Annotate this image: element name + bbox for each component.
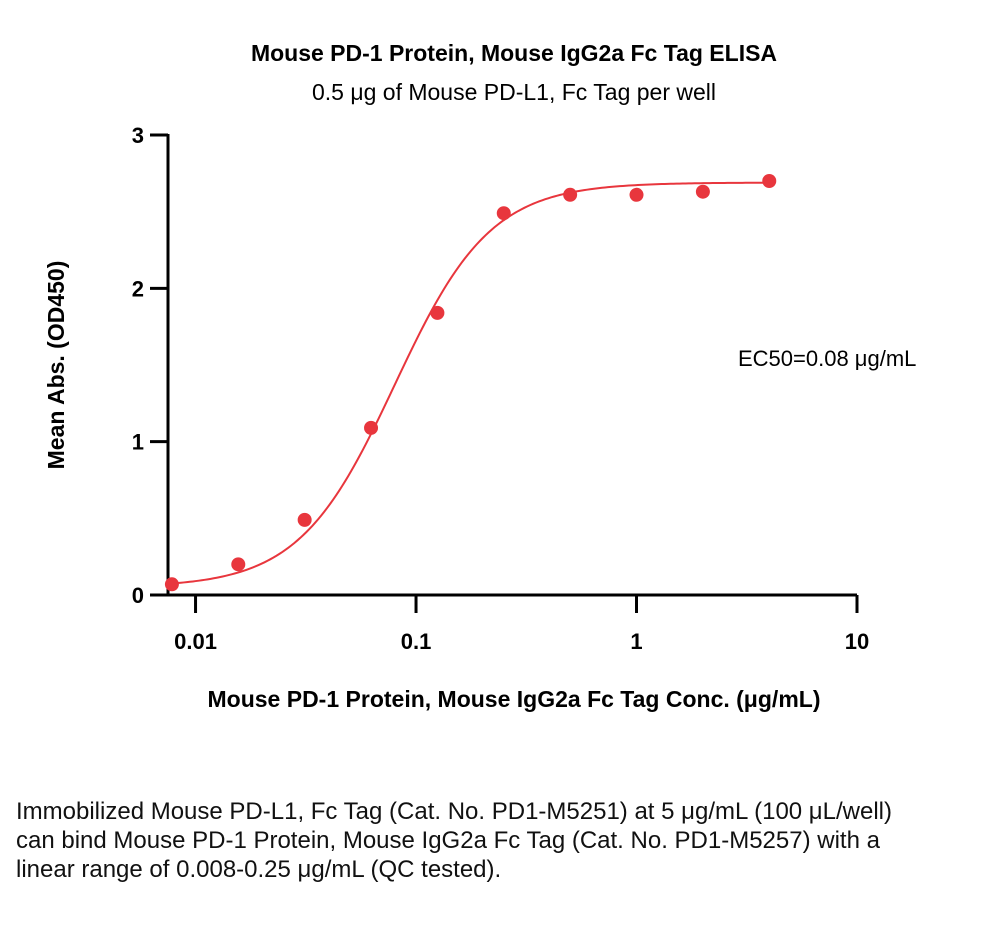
y-tick-label: 0 <box>132 583 144 608</box>
figure-caption: Immobilized Mouse PD-L1, Fc Tag (Cat. No… <box>16 798 892 883</box>
data-point <box>231 557 246 572</box>
data-point <box>164 577 179 592</box>
fit-curve <box>171 181 770 585</box>
data-point <box>563 187 578 202</box>
y-tick-label: 2 <box>132 276 144 301</box>
data-point <box>695 184 710 199</box>
chart-title: Mouse PD-1 Protein, Mouse IgG2a Fc Tag E… <box>251 40 777 66</box>
chart-subtitle: 0.5 μg of Mouse PD-L1, Fc Tag per well <box>312 79 716 105</box>
axes: 0 1 2 3 0.01 0.1 1 10 <box>132 123 869 654</box>
x-tick-label: 0.1 <box>401 629 432 654</box>
x-axis-label: Mouse PD-1 Protein, Mouse IgG2a Fc Tag C… <box>208 686 821 712</box>
elisa-chart: Mouse PD-1 Protein, Mouse IgG2a Fc Tag E… <box>43 40 916 712</box>
y-tick-label: 1 <box>132 430 144 455</box>
x-tick-label: 1 <box>630 629 642 654</box>
fit-curve-layer <box>171 181 770 585</box>
data-points-layer <box>164 174 777 592</box>
y-tick-label: 3 <box>132 123 144 148</box>
ec50-annotation: EC50=0.08 μg/mL <box>738 346 916 371</box>
data-point <box>364 420 379 435</box>
x-tick-label: 0.01 <box>174 629 217 654</box>
data-point <box>629 187 644 202</box>
x-tick-label: 10 <box>845 629 869 654</box>
data-point <box>297 512 312 527</box>
y-axis-label: Mean Abs. (OD450) <box>43 261 69 470</box>
data-point <box>496 206 511 221</box>
data-point <box>762 174 777 188</box>
data-point <box>430 305 445 320</box>
